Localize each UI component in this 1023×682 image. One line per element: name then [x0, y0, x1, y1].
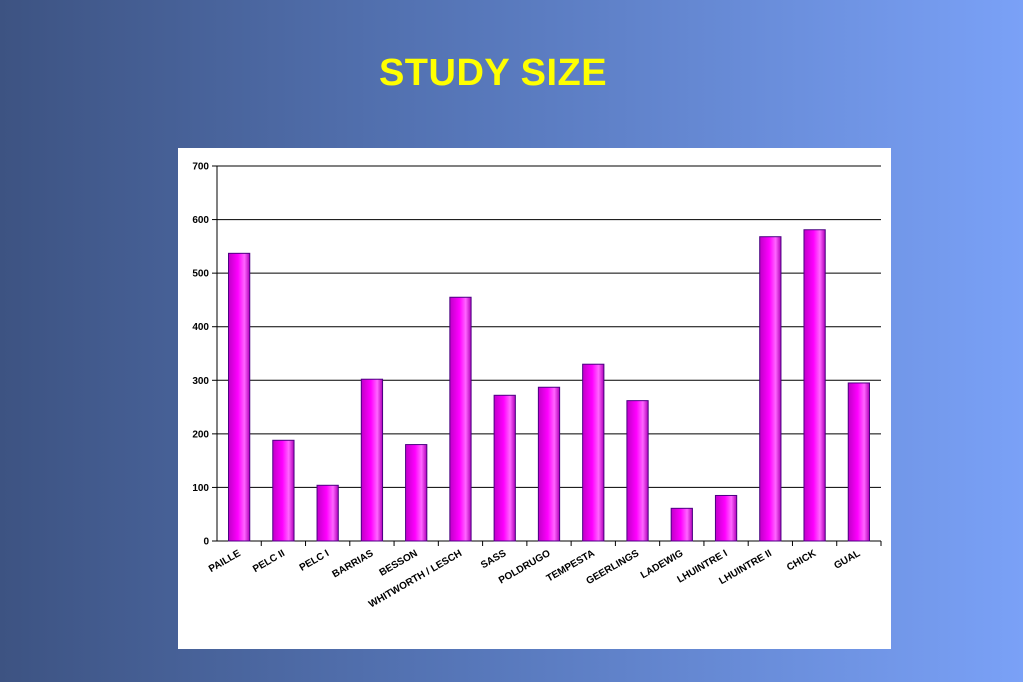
- y-tick-label: 300: [192, 376, 209, 387]
- y-tick-label: 100: [192, 483, 209, 494]
- y-tick-label: 400: [192, 322, 209, 333]
- bar: [272, 439, 295, 542]
- x-tick-label: GUAL: [832, 548, 862, 572]
- y-tick-label: 600: [192, 215, 209, 226]
- x-tick-label: BARRIAS: [330, 548, 375, 580]
- y-tick-label: 700: [192, 162, 209, 173]
- bar: [847, 382, 870, 542]
- bar: [228, 252, 251, 542]
- bar: [493, 394, 516, 542]
- x-tick-label: PELC I: [298, 548, 332, 574]
- y-tick-label: 0: [203, 537, 209, 548]
- bar: [537, 386, 561, 542]
- bar: [714, 494, 738, 542]
- x-tick-label: PAILLE: [207, 548, 243, 575]
- bar: [582, 363, 605, 542]
- x-tick-label: CHICK: [785, 548, 819, 574]
- bar: [670, 507, 693, 542]
- x-tick-label: PELC II: [251, 548, 287, 575]
- study-size-bar-chart: 0 100 200 300 400 500 600 700 PAILLE PELC II PELC …: [192, 162, 882, 610]
- bar: [316, 484, 339, 542]
- bar: [626, 400, 649, 542]
- bar: [449, 296, 472, 542]
- chart-panel: 0 100 200 300 400 500 600 700 PAILLE PELC II PELC …: [178, 148, 891, 649]
- bar: [759, 236, 782, 542]
- y-tick-label: 200: [192, 429, 209, 440]
- bar: [360, 378, 384, 542]
- y-tick-label: 500: [192, 269, 209, 280]
- bar: [405, 444, 428, 542]
- bar: [803, 229, 826, 542]
- slide-title: STUDY SIZE: [378, 52, 608, 94]
- x-tick-label: SASS: [479, 548, 508, 571]
